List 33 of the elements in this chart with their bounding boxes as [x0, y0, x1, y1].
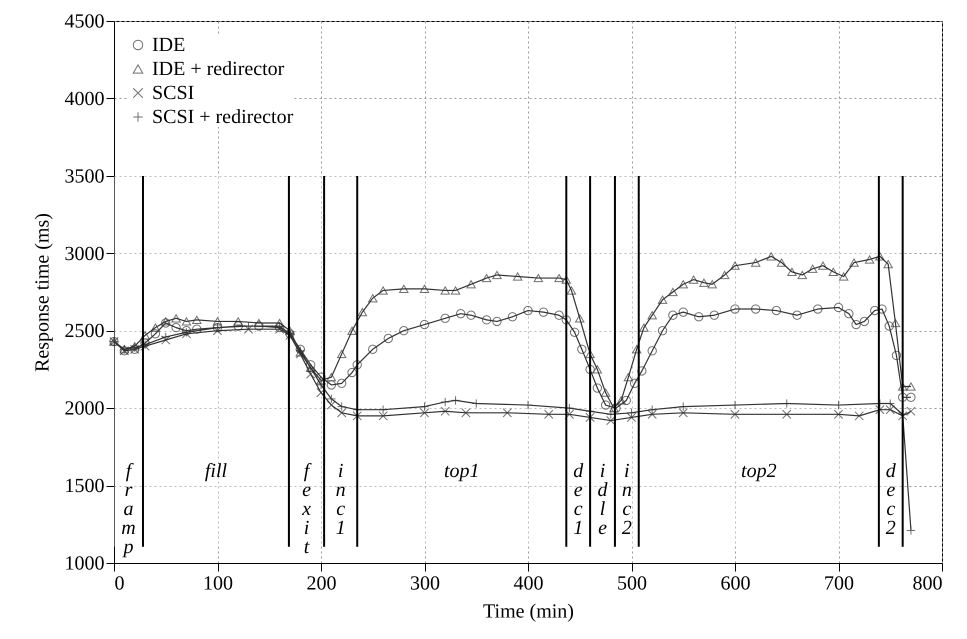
- legend-label: SCSI + redirector: [152, 106, 294, 128]
- x-tick-label: 300: [410, 572, 440, 594]
- y-tick-label: 2000: [64, 398, 104, 420]
- y-tick-label: 3500: [64, 165, 104, 188]
- x-tick-label: 800: [912, 572, 942, 594]
- y-axis-title: Response time (ms): [32, 213, 54, 372]
- band-label: idle: [598, 460, 609, 539]
- x-tick-label: 400: [514, 572, 544, 594]
- legend-label: SCSI: [152, 82, 194, 104]
- band-label: top2: [741, 460, 777, 482]
- band-label: inc2: [622, 460, 632, 539]
- y-tick-label: 4500: [64, 10, 104, 32]
- x-tick-label: 100: [203, 572, 233, 594]
- band-label: dec1: [573, 460, 584, 539]
- band-label: top1: [444, 460, 480, 482]
- band-label: dec2: [886, 460, 897, 539]
- band-label: inc1: [336, 460, 346, 539]
- y-tick-label: 4000: [64, 88, 104, 110]
- x-tick-label: 0: [114, 572, 124, 594]
- legend-label: IDE: [152, 34, 186, 56]
- x-axis-title: Time (min): [483, 600, 574, 622]
- band-label: fexit: [301, 460, 312, 558]
- x-tick-label: 700: [824, 572, 854, 594]
- x-tick-label: 200: [306, 572, 336, 594]
- band-label: framp: [121, 460, 136, 558]
- y-tick-label: 1500: [64, 475, 104, 498]
- y-tick-label: 1000: [64, 552, 104, 574]
- y-tick-label: 3000: [64, 242, 104, 265]
- band-label: fill: [204, 460, 228, 482]
- x-tick-label: 600: [720, 572, 750, 594]
- x-tick-label: 500: [617, 572, 647, 594]
- legend-label: IDE + redirector: [152, 58, 285, 80]
- y-tick-label: 2500: [64, 320, 104, 342]
